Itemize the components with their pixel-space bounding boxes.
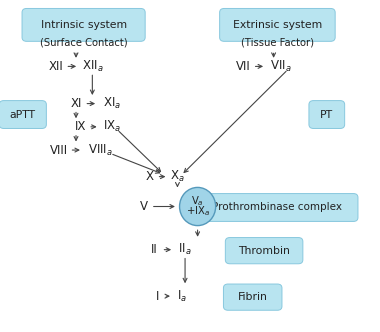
- Text: X$_a$: X$_a$: [170, 169, 185, 184]
- FancyBboxPatch shape: [220, 8, 335, 41]
- Text: Thrombin: Thrombin: [238, 246, 290, 256]
- Text: XII: XII: [49, 60, 63, 73]
- Text: VIII: VIII: [50, 143, 68, 157]
- FancyBboxPatch shape: [309, 101, 345, 128]
- Text: V$_a$: V$_a$: [191, 195, 204, 208]
- Text: (Surface Contact): (Surface Contact): [40, 37, 127, 47]
- Ellipse shape: [179, 187, 216, 226]
- Text: XII$_a$: XII$_a$: [82, 59, 103, 74]
- Text: II$_a$: II$_a$: [178, 242, 192, 257]
- FancyBboxPatch shape: [0, 101, 46, 128]
- Text: Fibrin: Fibrin: [238, 292, 268, 302]
- Text: II: II: [150, 243, 157, 256]
- Text: Intrinsic system: Intrinsic system: [41, 20, 127, 30]
- Text: aPTT: aPTT: [10, 110, 36, 120]
- FancyBboxPatch shape: [225, 238, 303, 264]
- Text: PT: PT: [320, 110, 333, 120]
- FancyBboxPatch shape: [223, 284, 282, 310]
- Text: Prothrombinase complex: Prothrombinase complex: [212, 203, 342, 212]
- Text: (Tissue Factor): (Tissue Factor): [241, 37, 314, 47]
- Text: XI$_a$: XI$_a$: [103, 96, 121, 111]
- Text: VII$_a$: VII$_a$: [270, 59, 291, 74]
- Text: Extrinsic system: Extrinsic system: [233, 20, 322, 30]
- FancyBboxPatch shape: [22, 8, 145, 41]
- Text: I$_a$: I$_a$: [177, 289, 187, 304]
- Text: I: I: [156, 290, 159, 303]
- Text: X: X: [146, 170, 154, 183]
- Text: +IX$_a$: +IX$_a$: [185, 205, 210, 218]
- Text: IX$_a$: IX$_a$: [103, 119, 121, 134]
- Text: VII: VII: [236, 60, 250, 73]
- Text: IX: IX: [75, 120, 87, 133]
- FancyBboxPatch shape: [197, 194, 358, 221]
- Text: V: V: [140, 200, 149, 213]
- Text: VIII$_a$: VIII$_a$: [88, 142, 113, 158]
- Text: XI: XI: [70, 97, 82, 110]
